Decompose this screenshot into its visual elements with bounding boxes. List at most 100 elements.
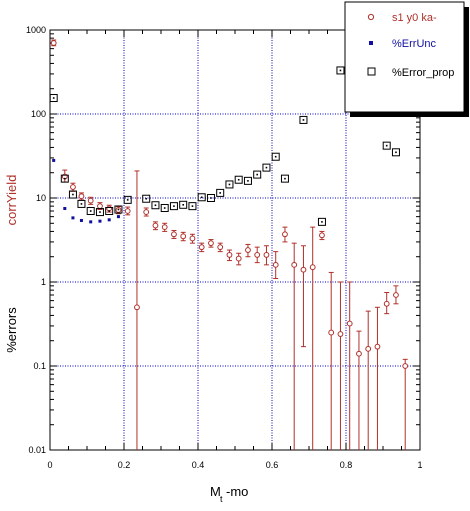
point-errprop (77, 199, 86, 208)
point-yield (291, 261, 298, 268)
point-errprop-center (145, 197, 147, 200)
point-yield (180, 233, 187, 240)
point-errprop-center (191, 205, 194, 207)
point-yield (263, 252, 270, 258)
point-errprop-center (256, 173, 258, 176)
point-errprop (197, 193, 206, 202)
point-errprop (123, 195, 132, 204)
point-errunc (63, 206, 67, 210)
point-yield (87, 197, 94, 204)
point-yield (235, 255, 242, 262)
point-errprop (179, 200, 188, 209)
legend-marker-errunc (369, 41, 373, 45)
point-errprop-center (126, 199, 129, 201)
x-axis-title: M t -mo (210, 484, 248, 504)
point-errprop (391, 148, 400, 157)
point-yield (282, 231, 288, 238)
point-yield (245, 247, 251, 253)
point-yield (198, 244, 205, 251)
point-errprop-center (72, 193, 74, 196)
point-errprop-center (154, 204, 157, 207)
point-errunc (52, 158, 56, 162)
point-errprop (206, 194, 215, 202)
point-errunc (89, 220, 93, 224)
point-errprop (86, 207, 95, 216)
point-errprop-center (117, 208, 120, 211)
point-errprop-center (395, 151, 397, 154)
x-tick-label: 0.8 (340, 460, 353, 470)
point-errprop (336, 66, 345, 75)
point-yield (356, 350, 362, 357)
legend-box (344, 1, 465, 113)
point-yield (374, 343, 381, 350)
x-axis-title-subscript: t (220, 494, 223, 504)
legend-marker-yield (367, 13, 375, 21)
point-errprop-center (80, 203, 83, 205)
point-yield (402, 363, 409, 369)
point-yield (106, 205, 113, 212)
point-yield (78, 193, 85, 200)
point-errprop (188, 202, 197, 211)
y-tick-label: 10 (36, 193, 46, 203)
point-errprop-center (52, 97, 55, 99)
x-tick-label: 1 (417, 460, 422, 470)
point-errprop-center (182, 203, 184, 206)
y-tick-label: 0.01 (28, 445, 46, 455)
point-errprop-center (89, 210, 92, 212)
point-errprop-center (173, 205, 175, 207)
y-axis-title-secondary: %errors (4, 307, 19, 353)
point-yield (272, 261, 279, 268)
point-errprop (105, 207, 114, 216)
point-yield (300, 266, 307, 273)
axis-ticks: 0 0.2 0.4 0.6 0.8 1 0.01 0.1 1 10 100 1000 (26, 25, 423, 470)
point-yield (337, 331, 344, 337)
y-tick-label: 0.1 (33, 361, 46, 371)
legend-label-yield: s1 y0 ka- (392, 12, 437, 24)
point-errprop (225, 180, 234, 189)
point-errunc (107, 218, 111, 222)
point-yield (124, 208, 131, 214)
point-errprop-center (385, 144, 388, 147)
x-tick-label: 0.2 (118, 460, 131, 470)
point-yield (208, 240, 214, 247)
point-yield (70, 184, 76, 190)
y-tick-label: 100 (31, 109, 46, 119)
point-errprop (262, 163, 271, 172)
point-errprop (216, 188, 225, 197)
point-errprop (317, 217, 326, 226)
point-errprop-center (247, 180, 249, 182)
point-errunc (116, 215, 120, 219)
point-yield (171, 231, 177, 238)
point-yield (152, 222, 159, 229)
point-errprop (234, 175, 243, 184)
point-yield (161, 224, 168, 231)
x-tick-label: 0 (47, 460, 52, 470)
point-errprop (169, 202, 178, 211)
point-errprop (49, 94, 58, 103)
point-errunc (79, 218, 83, 222)
legend: s1 y0 ka- %ErrUnc %Error_prop (344, 1, 469, 117)
x-tick-label: 0.4 (192, 460, 205, 470)
point-yield (393, 292, 399, 298)
legend-label-errunc: %ErrUnc (392, 38, 437, 50)
point-errprop (68, 190, 77, 199)
point-errprop-center (163, 207, 166, 209)
point-errprop (151, 201, 160, 210)
x-tick-label: 0.6 (266, 460, 279, 470)
point-errprop (142, 194, 151, 203)
point-errprop (299, 115, 308, 124)
point-yield (365, 345, 372, 352)
point-errprop-center (99, 211, 101, 213)
point-yield (383, 300, 390, 307)
point-errprop-center (274, 155, 277, 158)
point-yield (143, 209, 150, 215)
point-errprop-center (339, 69, 342, 72)
point-errprop-center (284, 177, 286, 180)
y-tick-label: 1 (41, 277, 46, 287)
point-yield (309, 264, 316, 271)
legend-label-errprop: %Error_prop (392, 67, 454, 79)
point-errprop (95, 208, 104, 217)
point-yield (97, 203, 103, 210)
x-axis-title-suffix: -mo (226, 484, 248, 499)
